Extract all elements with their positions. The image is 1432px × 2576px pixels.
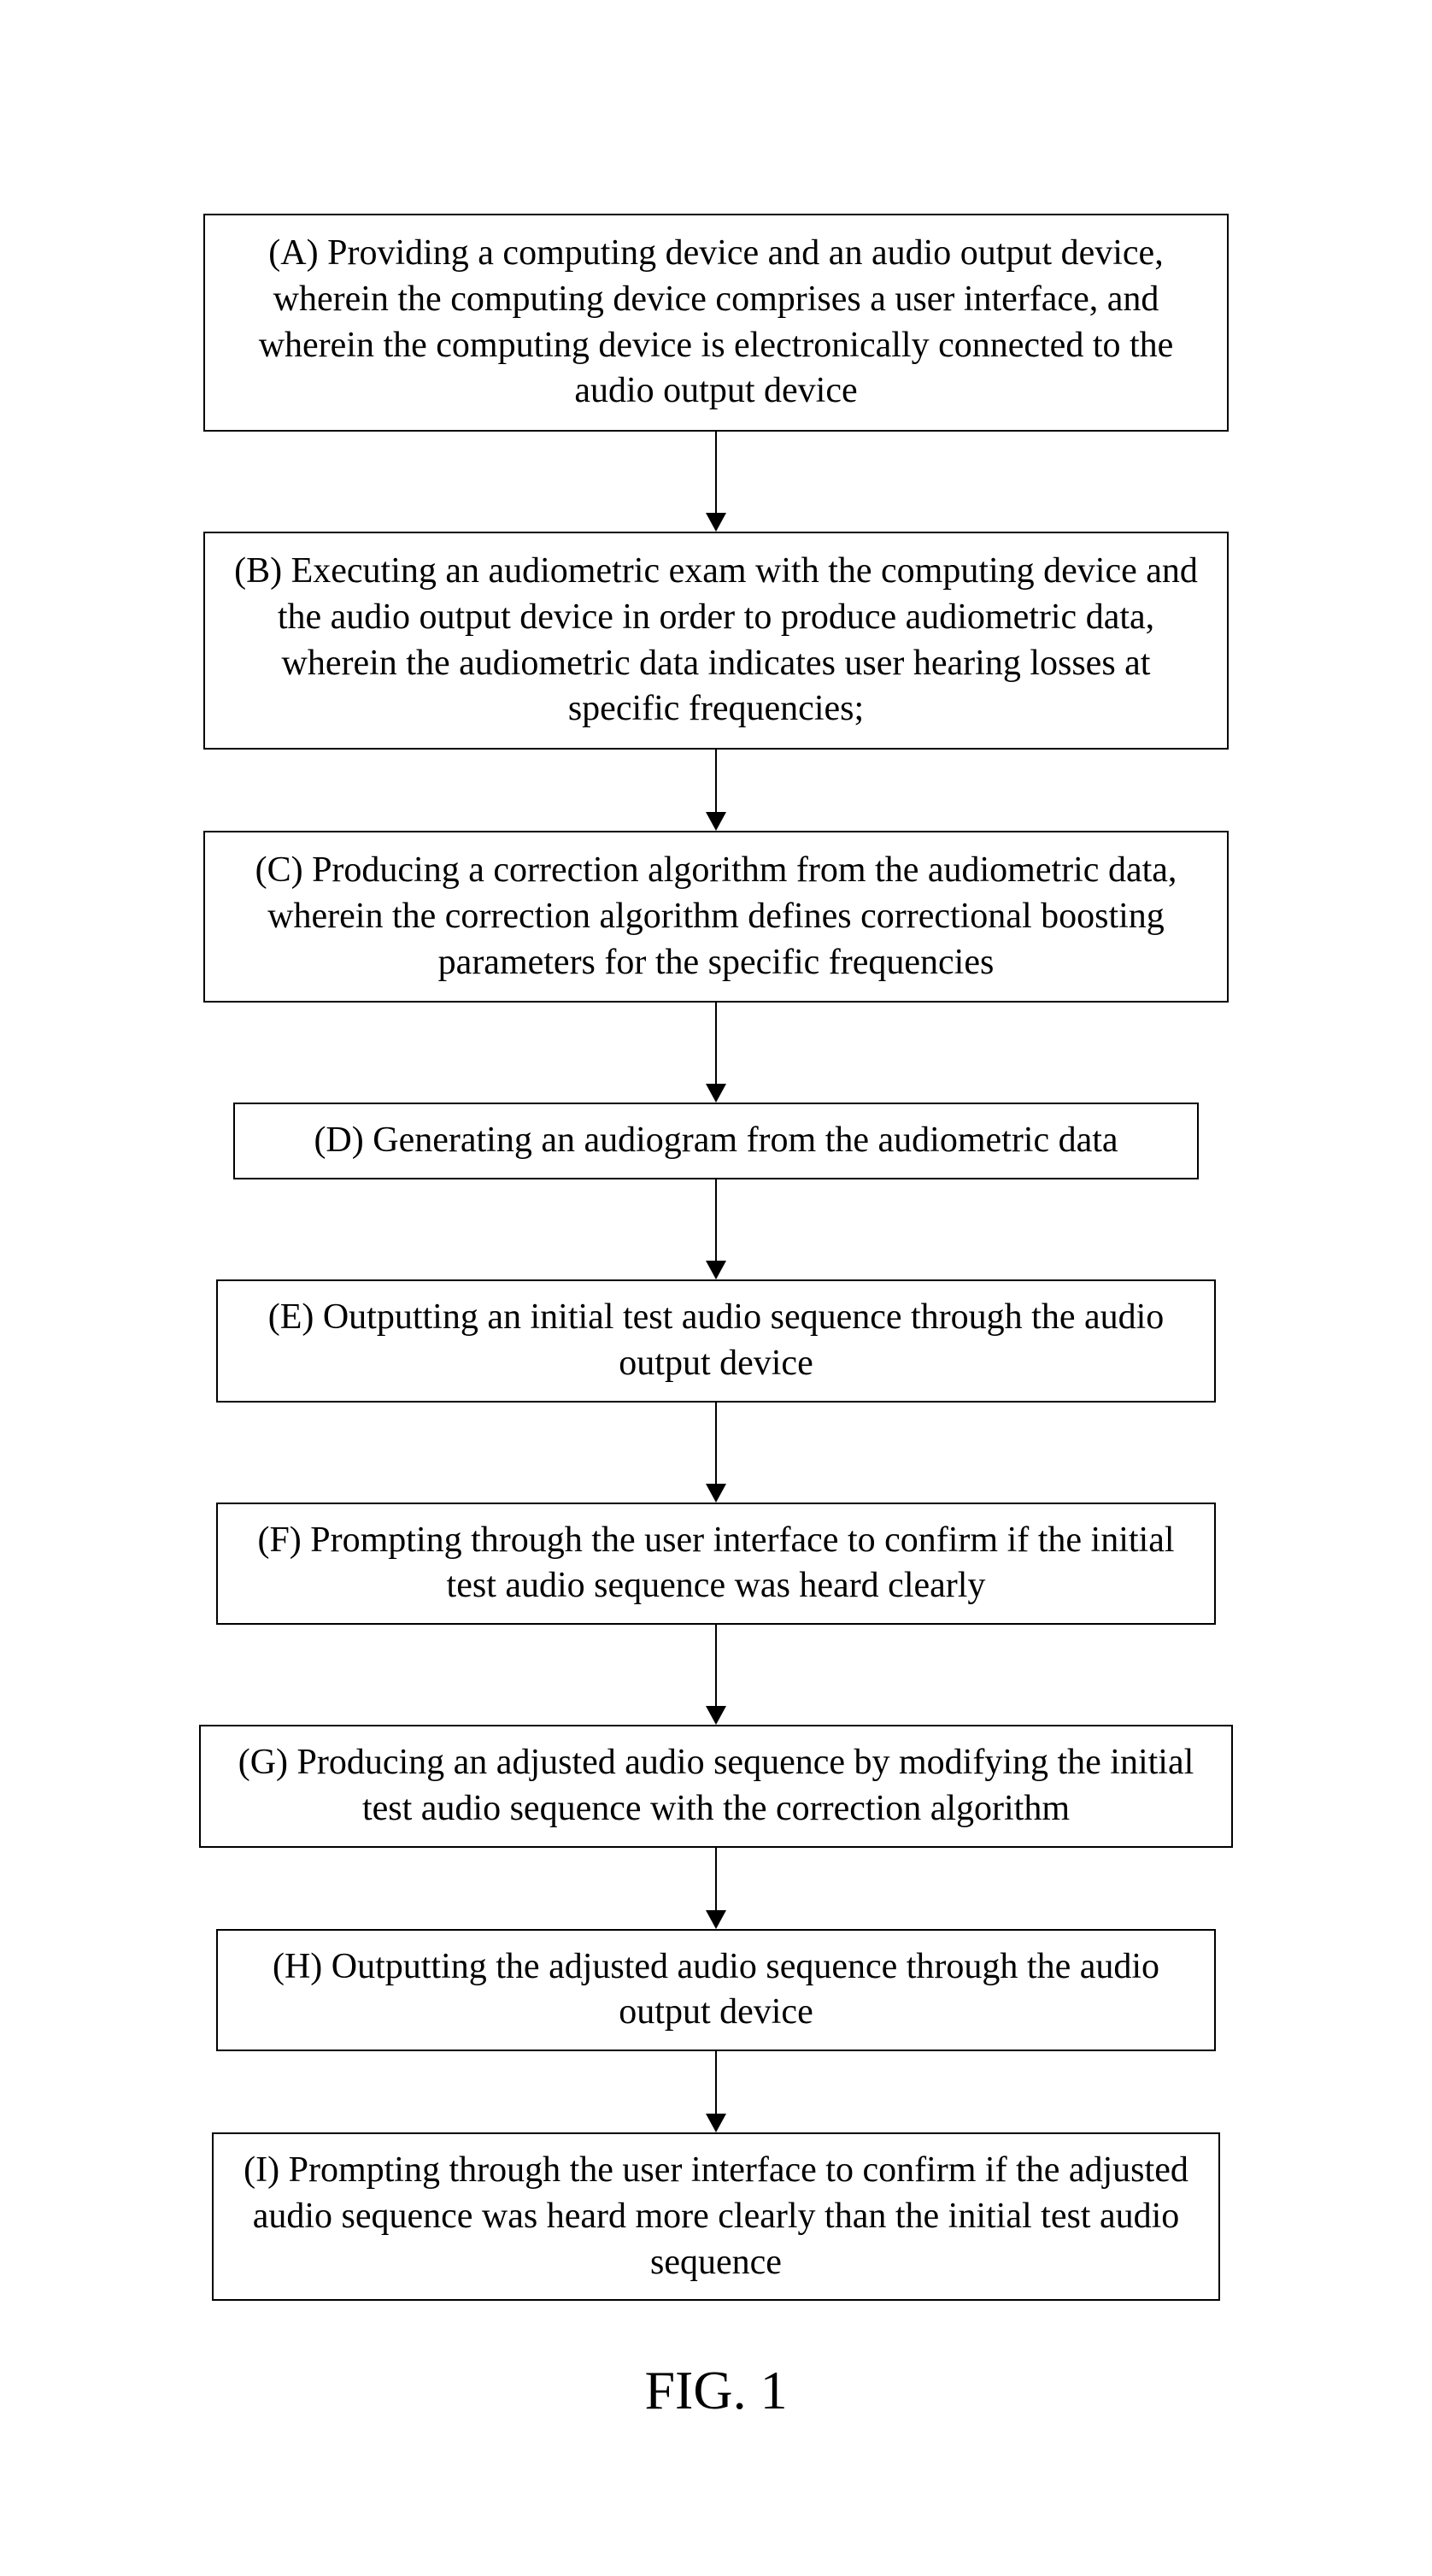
- arrow-head-icon: [706, 1084, 726, 1103]
- arrow-line: [715, 750, 717, 813]
- flowchart-step-b: (B) Executing an audiometric exam with t…: [203, 532, 1229, 750]
- flowchart-step-e: (E) Outputting an initial test audio seq…: [216, 1279, 1216, 1403]
- flowchart-arrow: [706, 1848, 726, 1929]
- flowchart-arrow: [706, 1403, 726, 1503]
- flowchart-container: (A) Providing a computing device and an …: [199, 214, 1233, 2301]
- figure-label: FIG. 1: [644, 2359, 787, 2422]
- flowchart-arrow: [706, 432, 726, 532]
- flowchart-arrow: [706, 1179, 726, 1279]
- arrow-line: [715, 1625, 717, 1707]
- flowchart-step-d: (D) Generating an audiogram from the aud…: [233, 1103, 1199, 1179]
- flowchart-step-i: (I) Prompting through the user interface…: [212, 2132, 1220, 2301]
- arrow-line: [715, 2051, 717, 2114]
- flowchart-step-a: (A) Providing a computing device and an …: [203, 214, 1229, 432]
- flowchart-arrow: [706, 1003, 726, 1103]
- arrow-head-icon: [706, 812, 726, 831]
- flowchart-step-g: (G) Producing an adjusted audio sequence…: [199, 1725, 1233, 1848]
- arrow-head-icon: [706, 1910, 726, 1929]
- arrow-line: [715, 1403, 717, 1485]
- flowchart-arrow: [706, 750, 726, 831]
- arrow-head-icon: [706, 513, 726, 532]
- arrow-head-icon: [706, 2114, 726, 2132]
- arrow-line: [715, 1003, 717, 1085]
- flowchart-step-c: (C) Producing a correction algorithm fro…: [203, 831, 1229, 1003]
- arrow-line: [715, 1179, 717, 1262]
- flowchart-arrow: [706, 2051, 726, 2132]
- arrow-line: [715, 1848, 717, 1911]
- arrow-head-icon: [706, 1261, 726, 1279]
- flowchart-arrow: [706, 1625, 726, 1725]
- arrow-head-icon: [706, 1484, 726, 1503]
- flowchart-step-h: (H) Outputting the adjusted audio sequen…: [216, 1929, 1216, 2052]
- arrow-head-icon: [706, 1706, 726, 1725]
- arrow-line: [715, 432, 717, 514]
- flowchart-step-f: (F) Prompting through the user interface…: [216, 1503, 1216, 1626]
